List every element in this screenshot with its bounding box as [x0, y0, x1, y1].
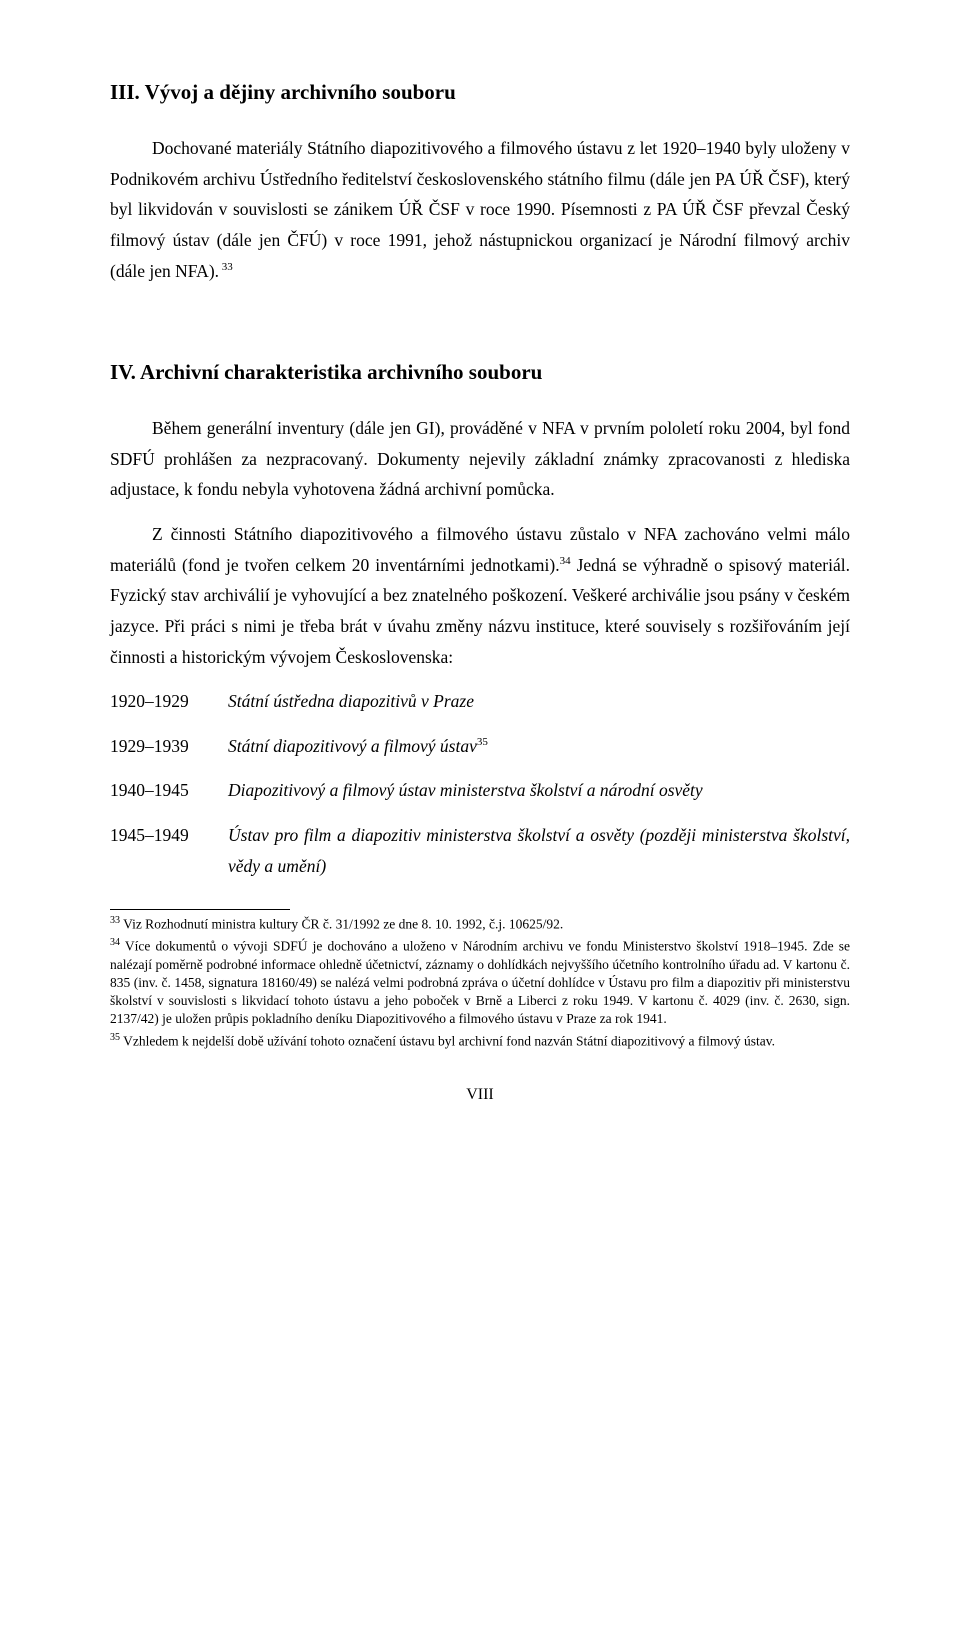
footnote-text: Více dokumentů o vývoji SDFÚ je dochován… [110, 938, 850, 1026]
footnote-ref-34: 34 [560, 555, 571, 567]
footnotes-block: 33 Viz Rozhodnutí ministra kultury ČR č.… [110, 914, 850, 1050]
timeline-range: 1920–1929 [110, 686, 228, 717]
timeline-label: Státní diapozitivový a filmový ústav35 [228, 731, 850, 762]
timeline-row: 1920–1929 Státní ústředna diapozitivů v … [110, 686, 850, 717]
section-4-paragraph-2: Z činnosti Státního diapozitivového a fi… [110, 519, 850, 672]
footnote-text: Viz Rozhodnutí ministra kultury ČR č. 31… [120, 917, 563, 932]
timeline-row: 1945–1949 Ústav pro film a diapozitiv mi… [110, 820, 850, 881]
section-4-paragraph-1: Během generální inventury (dále jen GI),… [110, 413, 850, 505]
timeline-label-text: Státní ústředna diapozitivů v Praze [228, 691, 474, 711]
footnote-text: Vzhledem k nejdelší době užívání tohoto … [120, 1033, 775, 1048]
timeline-label: Ústav pro film a diapozitiv ministerstva… [228, 820, 850, 881]
timeline-range: 1929–1939 [110, 731, 228, 762]
timeline-label-text: Ústav pro film a diapozitiv ministerstva… [228, 825, 850, 876]
footnote-35: 35 Vzhledem k nejdelší době užívání toho… [110, 1031, 850, 1051]
timeline-label: Státní ústředna diapozitivů v Praze [228, 686, 850, 717]
footnote-33: 33 Viz Rozhodnutí ministra kultury ČR č.… [110, 914, 850, 934]
section-3-heading: III. Vývoj a dějiny archivního souboru [110, 80, 850, 105]
timeline-row: 1929–1939 Státní diapozitivový a filmový… [110, 731, 850, 762]
timeline-range: 1940–1945 [110, 775, 228, 806]
timeline-label-text: Diapozitivový a filmový ústav ministerst… [228, 780, 703, 800]
timeline-list: 1920–1929 Státní ústředna diapozitivů v … [110, 686, 850, 881]
timeline-label: Diapozitivový a filmový ústav ministerst… [228, 775, 850, 806]
footnote-ref-35: 35 [477, 736, 488, 748]
section-3-paragraph-1: Dochované materiály Státního diapozitivo… [110, 133, 850, 286]
footnote-number: 33 [110, 915, 120, 926]
footnote-number: 34 [110, 937, 120, 948]
page-number: VIII [110, 1086, 850, 1104]
footnote-34: 34 Více dokumentů o vývoji SDFÚ je docho… [110, 936, 850, 1029]
footnote-number: 35 [110, 1032, 120, 1043]
footnote-ref-33: 33 [219, 261, 233, 273]
timeline-range: 1945–1949 [110, 820, 228, 881]
document-page: III. Vývoj a dějiny archivního souboru D… [0, 0, 960, 1154]
section-4-heading: IV. Archivní charakteristika archivního … [110, 360, 850, 385]
timeline-label-text: Státní diapozitivový a filmový ústav [228, 736, 477, 756]
footnote-separator [110, 909, 290, 910]
timeline-row: 1940–1945 Diapozitivový a filmový ústav … [110, 775, 850, 806]
section-spacer [110, 300, 850, 360]
paragraph-text: Dochované materiály Státního diapozitivo… [110, 138, 850, 281]
